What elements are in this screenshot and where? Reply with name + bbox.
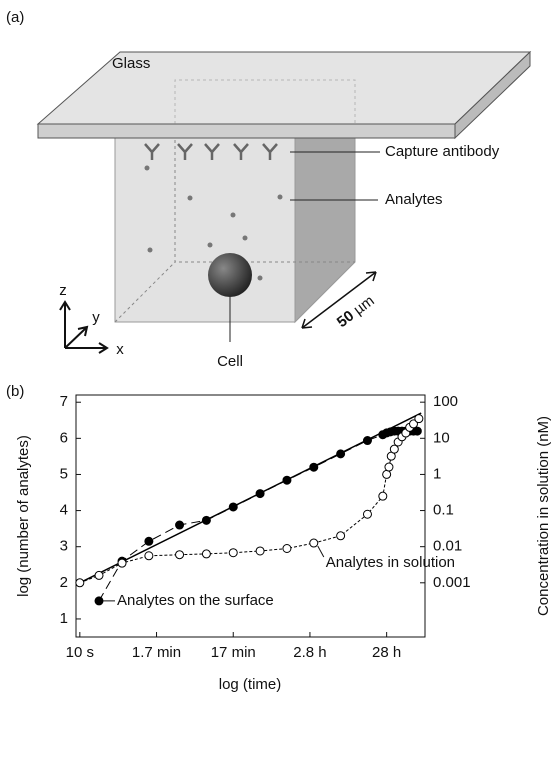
y-tick-label: 5 — [60, 465, 68, 482]
x-tick-label: 10 s — [66, 644, 94, 661]
data-point — [228, 502, 238, 512]
x-tick-label: 1.7 min — [132, 644, 181, 661]
y2-tick-label: 10 — [433, 429, 450, 446]
data-point — [144, 551, 154, 561]
antibody-label: Capture antibody — [385, 143, 500, 160]
y2-tick-label: 100 — [433, 393, 458, 410]
glass-label: Glass — [112, 55, 150, 72]
analyte-dots — [144, 165, 283, 281]
annotation-leader — [317, 545, 325, 558]
data-point — [228, 548, 238, 558]
data-point — [362, 436, 372, 446]
y-tick-label: 3 — [60, 538, 68, 555]
data-point — [117, 558, 127, 568]
axis-x-label: x — [116, 341, 124, 358]
series-label: Analytes in solution — [326, 554, 455, 571]
x-axis-title: log (time) — [219, 676, 282, 693]
y-tick-label: 6 — [60, 429, 68, 446]
data-point — [382, 469, 392, 479]
plot-frame — [75, 394, 426, 638]
data-point — [309, 538, 319, 548]
y2-axis-title: Concentration in solution (nM) — [535, 416, 552, 616]
x-tick-label: 2.8 h — [293, 644, 326, 661]
data-point — [175, 550, 185, 560]
data-point — [412, 426, 422, 436]
y2-tick-label: 0.1 — [433, 502, 454, 519]
axes-icon — [59, 300, 109, 354]
scale-unit: µm — [350, 292, 377, 318]
antibodies — [144, 143, 278, 160]
data-point — [201, 515, 211, 525]
y-tick-label: 7 — [60, 393, 68, 410]
series-label: Analytes on the surface — [117, 592, 274, 609]
x-tick-label: 28 h — [372, 644, 401, 661]
analytes-label: Analytes — [385, 191, 443, 208]
data-point — [255, 489, 265, 499]
data-point — [282, 544, 292, 554]
data-point — [414, 414, 424, 424]
data-point — [94, 596, 104, 606]
cell — [208, 253, 252, 297]
data-point — [384, 462, 394, 472]
scale-arrow — [301, 271, 377, 329]
data-point — [255, 546, 265, 556]
data-point — [175, 520, 185, 530]
data-point — [282, 475, 292, 485]
data-point — [336, 531, 346, 541]
cell-label: Cell — [217, 353, 243, 370]
data-point — [336, 449, 346, 459]
data-point — [201, 549, 211, 559]
data-point — [362, 509, 372, 519]
y-axis-title: log (number of analytes) — [15, 435, 32, 597]
x-tick-label: 17 min — [211, 644, 256, 661]
panel-label: (a) — [6, 9, 24, 26]
scale-label: 50 µm — [334, 292, 378, 331]
data-point — [75, 578, 85, 588]
axis-y-label: y — [92, 309, 100, 326]
glass-slab — [36, 50, 532, 140]
data-point — [378, 491, 388, 501]
y2-tick-label: 1 — [433, 465, 441, 482]
y2-tick-label: 0.01 — [433, 538, 462, 555]
y-tick-label: 2 — [60, 574, 68, 591]
data-point — [94, 570, 104, 580]
y2-tick-label: 0.001 — [433, 574, 471, 591]
axis-z-label: z — [59, 282, 67, 299]
data-point — [408, 419, 418, 429]
data-point — [389, 444, 399, 454]
data-point — [144, 536, 154, 546]
data-point — [309, 462, 319, 472]
panel-label: (b) — [6, 383, 24, 400]
y-tick-label: 1 — [60, 610, 68, 627]
y-tick-label: 4 — [60, 502, 68, 519]
